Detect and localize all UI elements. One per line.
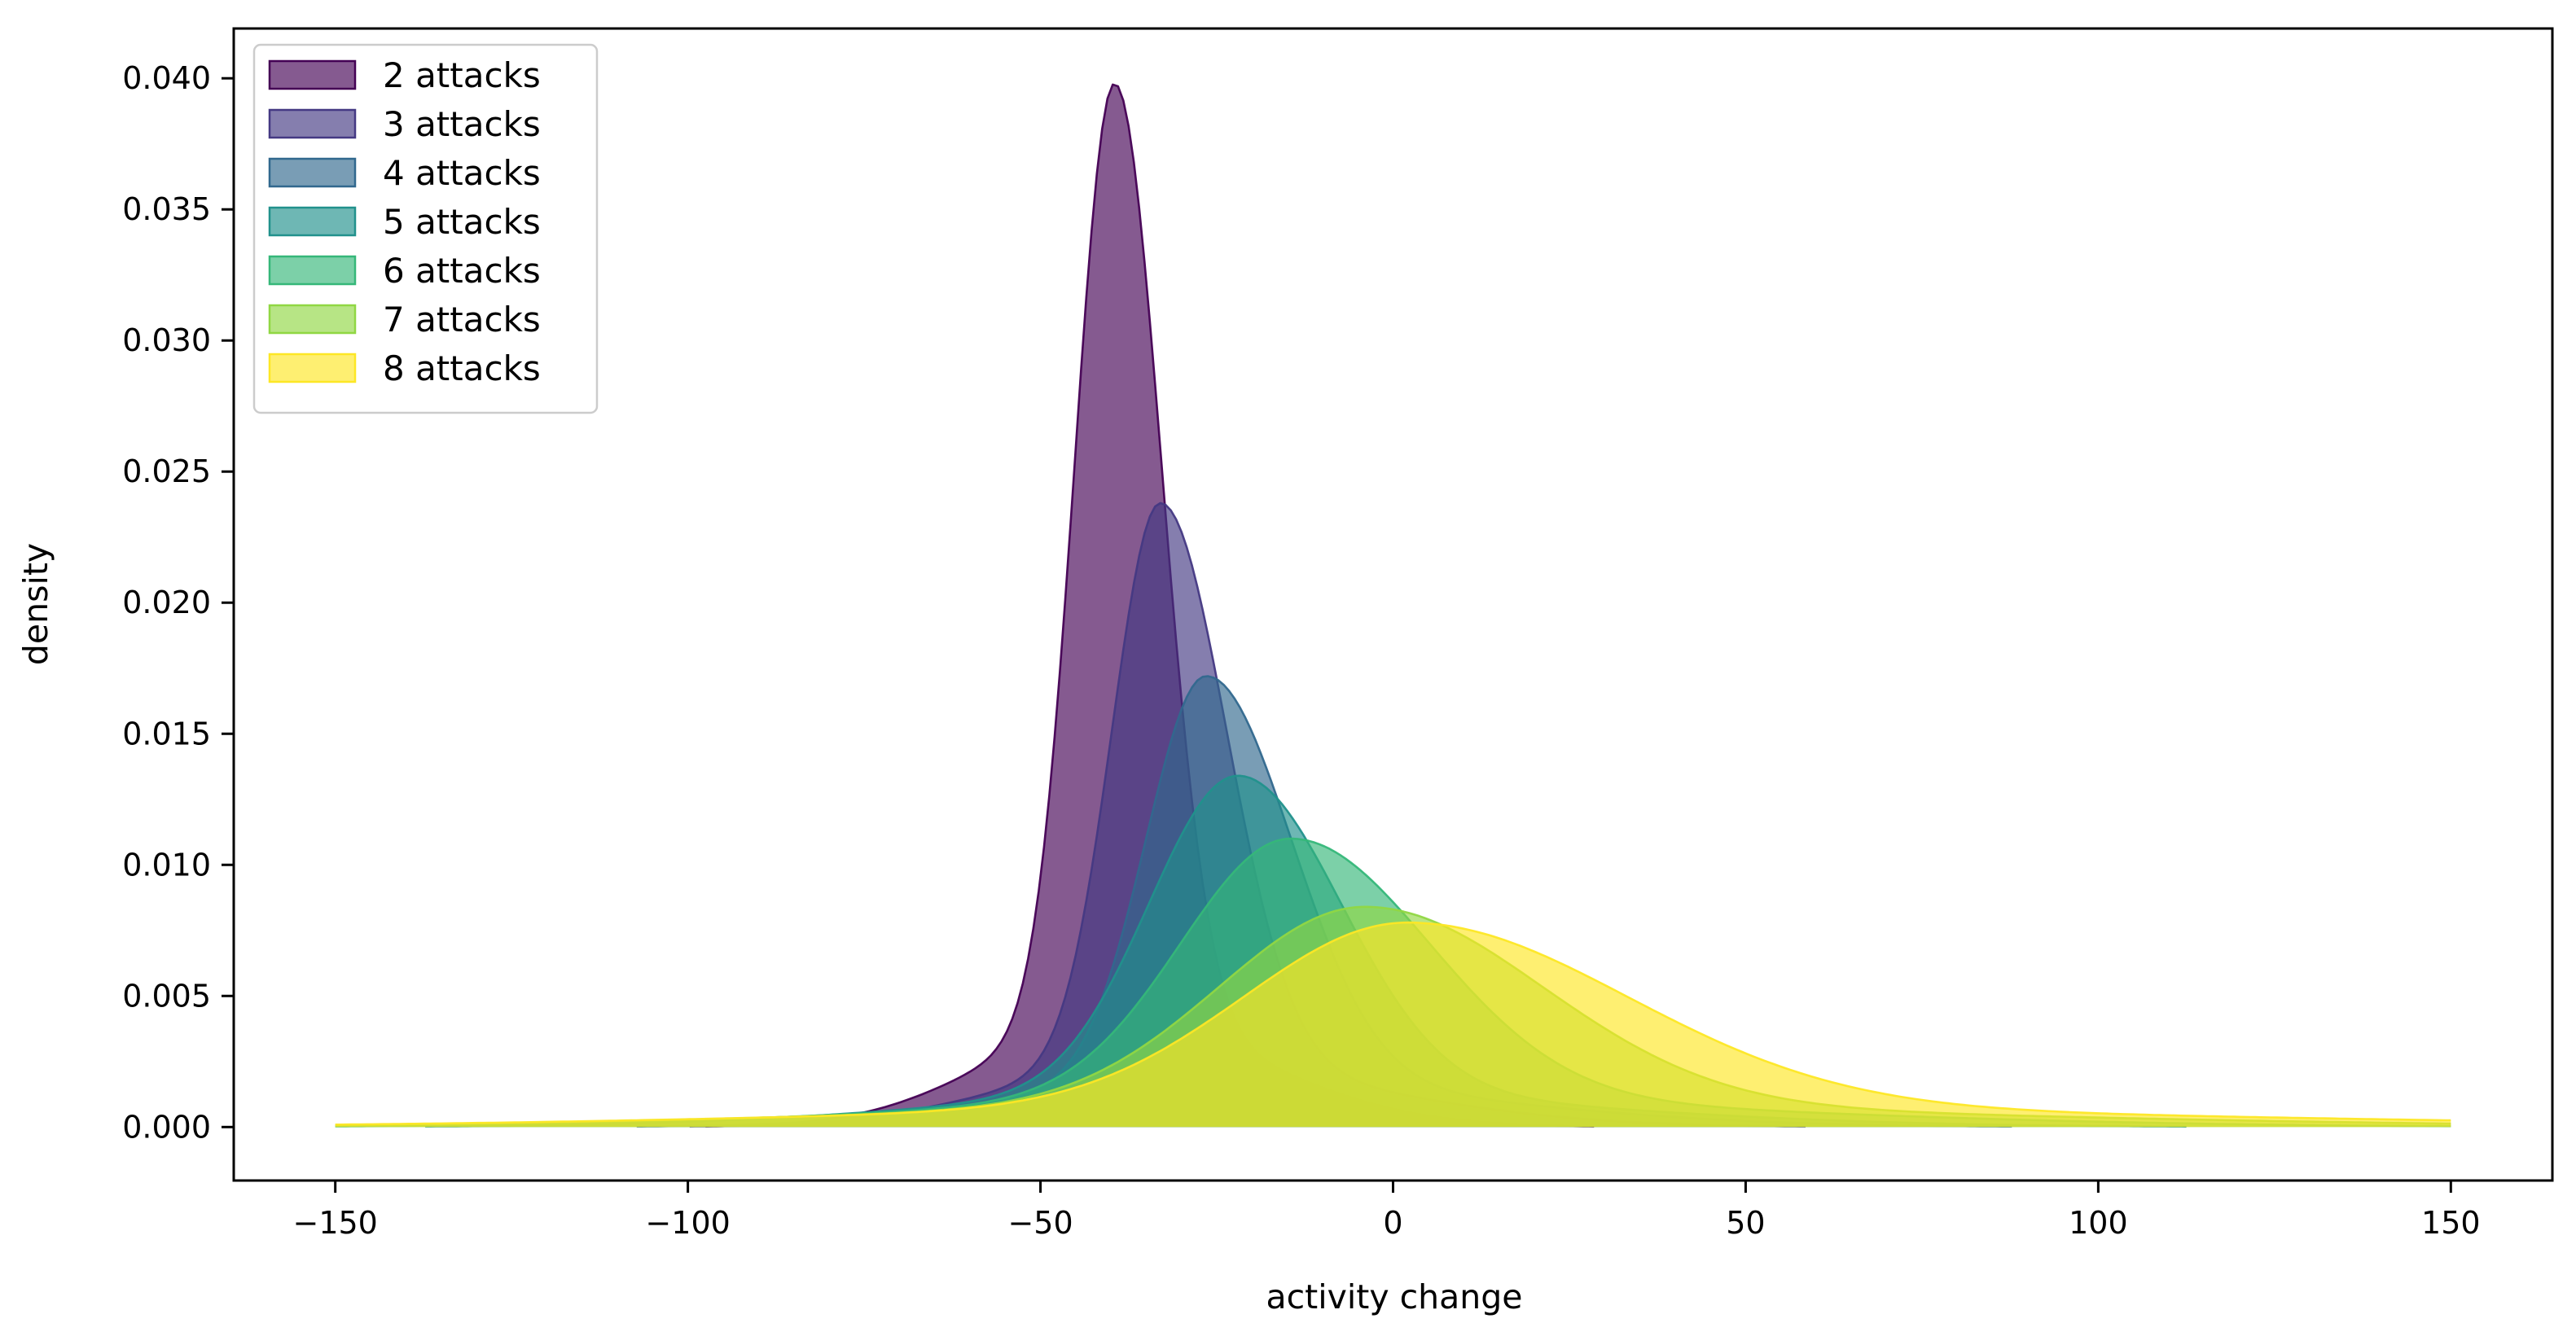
legend-label-2-attacks: 2 attacks: [383, 55, 541, 95]
legend-label-7-attacks: 7 attacks: [383, 300, 541, 340]
legend-label-8-attacks: 8 attacks: [383, 348, 541, 388]
legend-item-7-attacks: 7 attacks: [268, 300, 541, 340]
legend-swatch-8-attacks: [268, 353, 357, 383]
legend-swatch-7-attacks: [268, 304, 357, 335]
legend-item-4-attacks: 4 attacks: [268, 153, 541, 193]
legend-item-2-attacks: 2 attacks: [268, 55, 541, 95]
x-tick-label: 150: [2421, 1205, 2481, 1241]
legend-item-5-attacks: 5 attacks: [268, 202, 541, 242]
x-tick-label: −50: [1007, 1205, 1073, 1241]
y-tick-label: 0.030: [122, 322, 211, 358]
y-tick-label: 0.015: [122, 716, 211, 751]
y-axis-label: density: [16, 543, 55, 665]
y-tick-label: 0.005: [122, 978, 211, 1014]
kde-curves-layer: [335, 83, 2451, 1128]
legend-swatch-5-attacks: [268, 206, 357, 237]
legend-swatch-4-attacks: [268, 157, 357, 188]
y-tick-label: 0.040: [122, 60, 211, 96]
legend-item-8-attacks: 8 attacks: [268, 348, 541, 388]
x-tick-label: −150: [292, 1205, 377, 1241]
x-axis-label: activity change: [1266, 1277, 1522, 1316]
legend-label-3-attacks: 3 attacks: [383, 104, 541, 144]
legend-swatch-2-attacks: [268, 59, 357, 90]
legend-label-4-attacks: 4 attacks: [383, 153, 541, 193]
y-tick-label: 0.020: [122, 585, 211, 620]
x-tick-label: 0: [1383, 1205, 1402, 1241]
legend-label-6-attacks: 6 attacks: [383, 251, 541, 291]
ticks-layer: −150 −100 −50 0 50 100 150 0.000 0.005 0.010 0.015…: [122, 60, 2480, 1241]
x-tick-label: 100: [2069, 1205, 2128, 1241]
legend-swatch-3-attacks: [268, 108, 357, 139]
legend-swatch-6-attacks: [268, 255, 357, 286]
x-tick-label: 50: [1726, 1205, 1765, 1241]
legend-item-6-attacks: 6 attacks: [268, 251, 541, 291]
y-tick-label: 0.025: [122, 453, 211, 489]
legend-label-5-attacks: 5 attacks: [383, 202, 541, 242]
y-tick-label: 0.000: [122, 1109, 211, 1145]
x-tick-label: −100: [645, 1205, 730, 1241]
y-tick-label: 0.035: [122, 191, 211, 227]
kde-line-8-attacks: [335, 921, 2451, 1126]
y-tick-label: 0.010: [122, 847, 211, 883]
kde-fill-8-attacks: [335, 922, 2451, 1128]
legend-item-3-attacks: 3 attacks: [268, 104, 541, 144]
legend: 2 attacks 3 attacks 4 attacks 5 attacks 6 at…: [252, 43, 599, 414]
